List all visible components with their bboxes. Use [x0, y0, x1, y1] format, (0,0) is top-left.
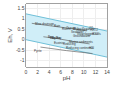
svg-text:H2: H2 — [89, 46, 93, 50]
svg-text:8: 8 — [71, 69, 74, 75]
svg-text:interface: interface — [76, 28, 88, 32]
svg-text:Seawater: Seawater — [71, 30, 84, 34]
svg-text:Reducing: Reducing — [63, 42, 76, 46]
svg-text:Bog: Bog — [48, 35, 54, 39]
svg-text:-1: -1 — [20, 57, 25, 63]
svg-text:1: 1 — [22, 15, 25, 21]
svg-text:1.5: 1.5 — [18, 5, 25, 11]
svg-text:At the Ocean-air: At the Ocean-air — [73, 27, 95, 31]
svg-text:pH: pH — [63, 75, 71, 81]
svg-text:2: 2 — [36, 69, 39, 75]
svg-text:0: 0 — [22, 36, 25, 42]
svg-text:Eh, V: Eh, V — [7, 28, 13, 43]
svg-text:14: 14 — [104, 69, 110, 75]
svg-text:Pyrite: Pyrite — [34, 49, 42, 53]
svg-text:0.5: 0.5 — [18, 26, 25, 32]
svg-text:Rain: Rain — [54, 24, 61, 28]
svg-text:Saline: Saline — [52, 36, 61, 40]
svg-text:Mine drainage: Mine drainage — [35, 22, 54, 26]
svg-text:0: 0 — [25, 69, 28, 75]
svg-text:H2O: H2O — [92, 32, 99, 36]
svg-text:6: 6 — [59, 69, 62, 75]
svg-text:O2: O2 — [89, 26, 93, 30]
svg-text:Bog Bay: Bog Bay — [50, 36, 62, 40]
svg-text:H2O2: H2O2 — [90, 28, 98, 32]
svg-text:Euxinic: Euxinic — [54, 41, 64, 45]
svg-text:Groundwater: Groundwater — [73, 34, 90, 38]
svg-text:Marine sediments: Marine sediments — [69, 40, 93, 44]
svg-text:Rivers: Rivers — [62, 27, 71, 31]
svg-text:12: 12 — [93, 69, 99, 75]
svg-text:Reducing continental: Reducing continental — [66, 46, 94, 50]
svg-text:Oceans: Oceans — [66, 26, 77, 30]
svg-text:10: 10 — [81, 69, 87, 75]
svg-text:4: 4 — [48, 69, 51, 75]
svg-text:Waterlogged soils: Waterlogged soils — [77, 32, 101, 36]
svg-text:-0.5: -0.5 — [16, 47, 25, 53]
